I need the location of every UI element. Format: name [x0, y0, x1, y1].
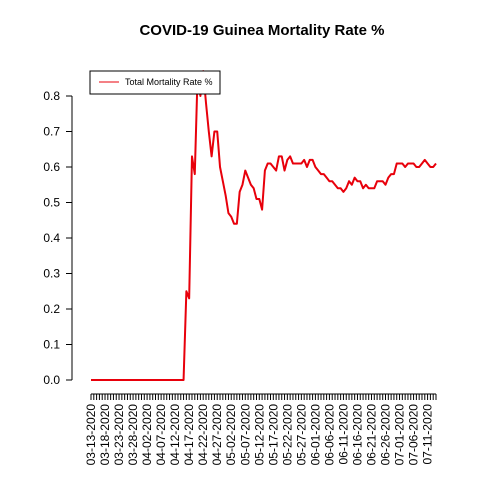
- x-tick-label: 05-27-2020: [294, 404, 308, 466]
- x-tick-label: 06-01-2020: [308, 404, 322, 466]
- x-tick-label: 05-22-2020: [280, 404, 294, 466]
- x-tick-label: 04-17-2020: [182, 404, 196, 466]
- y-tick-label: 0.3: [43, 267, 60, 281]
- x-tick-label: 06-16-2020: [350, 404, 364, 466]
- chart-title: COVID-19 Guinea Mortality Rate %: [139, 22, 384, 39]
- y-tick-label: 0.8: [43, 89, 60, 103]
- series-line-total-mortality: [91, 70, 437, 381]
- x-tick-label: 05-12-2020: [252, 404, 266, 466]
- series-layer: [91, 70, 437, 381]
- x-tick-label: 03-28-2020: [126, 404, 140, 466]
- legend-label: Total Mortality Rate %: [125, 77, 213, 87]
- x-tick-label: 04-07-2020: [154, 404, 168, 466]
- y-tick-label: 0.0: [43, 373, 60, 387]
- y-tick-label: 0.7: [43, 125, 60, 139]
- x-axis: 03-13-2020 03-18-2020 03-23-2020 03-28-2020…: [84, 393, 437, 466]
- x-tick-label: 07-01-2020: [393, 404, 407, 466]
- x-tick-label: 04-22-2020: [196, 404, 210, 466]
- x-tick-label: 04-02-2020: [140, 404, 154, 466]
- legend-box: [89, 70, 221, 95]
- x-tick-label: 03-13-2020: [84, 404, 98, 466]
- legend: Total Mortality Rate %: [89, 70, 221, 95]
- y-tick-label: 0.1: [43, 338, 60, 352]
- x-tick-label: 03-23-2020: [112, 404, 126, 466]
- y-tick-label: 0.6: [43, 160, 60, 174]
- x-tick-label: 06-26-2020: [379, 404, 393, 466]
- x-tick-label: 05-02-2020: [224, 404, 238, 466]
- y-tick-label: 0.5: [43, 196, 60, 210]
- x-tick-label: 05-17-2020: [266, 404, 280, 466]
- x-tick-label: 04-12-2020: [168, 404, 182, 466]
- x-tick-label: 06-11-2020: [336, 404, 350, 465]
- y-tick-label: 0.2: [43, 302, 60, 316]
- y-axis: 0.0 0.1 0.2 0.3 0.4 0.5 0.6 0.7 0.8: [43, 89, 73, 387]
- x-tick-label: 04-27-2020: [210, 404, 224, 466]
- x-tick-label: 06-06-2020: [322, 404, 336, 466]
- x-tick-label: 07-11-2020: [421, 404, 435, 465]
- x-tick-label: 07-06-2020: [407, 404, 421, 466]
- x-tick-label: 05-07-2020: [238, 404, 252, 466]
- x-tick-label: 03-18-2020: [98, 404, 112, 466]
- y-tick-label: 0.4: [43, 231, 60, 245]
- x-tick-label: 06-21-2020: [364, 404, 378, 466]
